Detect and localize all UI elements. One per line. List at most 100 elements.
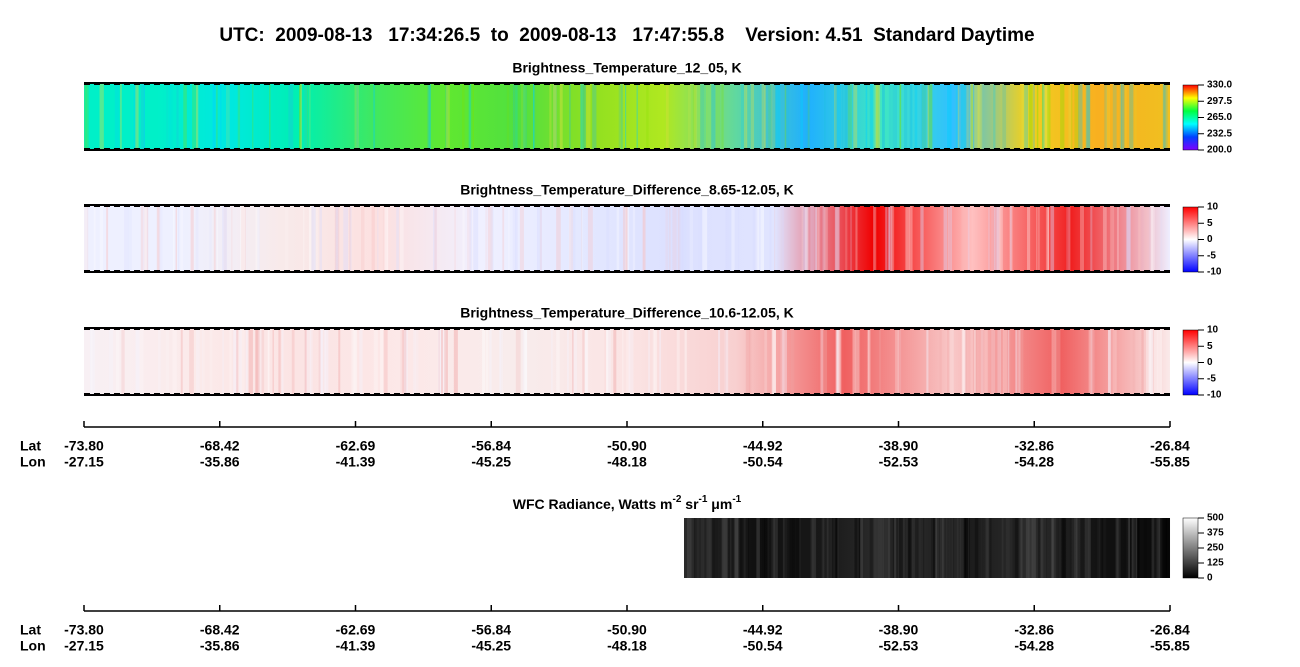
- image-streak: [928, 83, 933, 150]
- image-streak: [278, 328, 281, 395]
- image-streak: [299, 83, 302, 150]
- image-streak: [873, 83, 879, 150]
- image-streak: [241, 205, 246, 272]
- colorbar: [1182, 517, 1199, 579]
- image-streak: [1006, 328, 1012, 395]
- image-streak: [319, 205, 322, 272]
- image-streak: [500, 328, 503, 395]
- lon-tick-label: -48.18: [607, 454, 647, 470]
- lon-tick-label: -27.15: [64, 454, 104, 470]
- image-streak: [183, 83, 187, 150]
- image-streak: [887, 518, 893, 578]
- image-streak: [985, 518, 987, 578]
- image-streak: [869, 518, 873, 578]
- colorbar-tick-label: 375: [1207, 528, 1224, 539]
- colorbar-tick-label: -5: [1207, 373, 1216, 384]
- image-streak: [472, 83, 474, 150]
- image-streak: [1157, 518, 1160, 578]
- image-streak: [996, 328, 1001, 395]
- image-streak: [769, 205, 772, 272]
- image-streak: [195, 205, 199, 272]
- image-streak: [721, 518, 725, 578]
- image-streak: [835, 205, 839, 272]
- image-streak: [467, 205, 471, 272]
- image-streak: [822, 328, 828, 395]
- image-streak: [659, 328, 661, 395]
- image-streak: [1117, 518, 1121, 578]
- image-streak: [698, 205, 703, 272]
- image-streak: [239, 328, 242, 395]
- image-streak: [1018, 328, 1024, 395]
- image-streak: [896, 518, 899, 578]
- image-streak: [433, 205, 437, 272]
- image-streak: [309, 328, 313, 395]
- image-streak: [769, 518, 772, 578]
- image-streak: [572, 328, 578, 395]
- lat-tick-label: -26.84: [1150, 622, 1190, 638]
- image-streak: [1042, 518, 1048, 578]
- image-streak: [943, 205, 948, 272]
- image-streak: [873, 518, 879, 578]
- image-streak: [524, 328, 528, 395]
- lat-tick-label: -26.84: [1150, 438, 1190, 454]
- image-streak: [1022, 83, 1024, 150]
- image-streak: [1041, 83, 1044, 150]
- image-streak: [1132, 518, 1138, 578]
- image-streak: [1062, 518, 1065, 578]
- lat-tick-label: -68.42: [200, 622, 240, 638]
- image-streak: [691, 518, 697, 578]
- image-streak: [202, 328, 205, 395]
- image-streak: [1151, 518, 1154, 578]
- image-streak: [553, 83, 557, 150]
- image-streak: [888, 83, 892, 150]
- colorbar-tick-label: -5: [1207, 250, 1216, 261]
- main-title: UTC: 2009-08-13 17:34:26.5 to 2009-08-13…: [219, 25, 1034, 46]
- image-streak: [172, 205, 175, 272]
- image-streak: [920, 205, 924, 272]
- image-streak: [222, 205, 227, 272]
- colorbar-tick-label: 500: [1207, 513, 1224, 524]
- image-streak: [488, 205, 493, 272]
- image-streak: [1163, 518, 1167, 578]
- lat-tick-label: -73.80: [64, 622, 104, 638]
- image-streak: [135, 328, 140, 395]
- image-streak: [220, 83, 222, 150]
- lat-tick-label: -50.90: [607, 438, 647, 454]
- image-streak: [745, 518, 749, 578]
- image-streak: [954, 518, 959, 578]
- image-streak: [622, 328, 624, 395]
- image-streak: [905, 205, 910, 272]
- image-streak: [811, 518, 817, 578]
- image-streak: [743, 83, 748, 150]
- image-streak: [858, 518, 861, 578]
- image-streak: [1036, 205, 1038, 272]
- image-streak: [981, 518, 987, 578]
- image-streak: [353, 328, 358, 395]
- image-streak: [926, 328, 929, 395]
- image-streak: [1056, 328, 1061, 395]
- image-streak: [962, 518, 966, 578]
- image-streak: [835, 328, 841, 395]
- image-streak: [1028, 83, 1033, 150]
- image-streak: [84, 205, 89, 272]
- image-streak: [890, 518, 895, 578]
- image-streak: [85, 83, 87, 150]
- image-streak: [934, 518, 940, 578]
- image-streak: [373, 83, 376, 150]
- image-streak: [515, 205, 518, 272]
- image-streak: [1051, 328, 1057, 395]
- image-streak: [1078, 83, 1083, 150]
- image-streak: [1096, 518, 1101, 578]
- lat-tick-label: -32.86: [1014, 622, 1054, 638]
- image-streak: [583, 83, 586, 150]
- image-streak: [750, 83, 755, 150]
- lon-label: Lon: [20, 638, 46, 654]
- image-streak: [1052, 518, 1054, 578]
- image-streak: [569, 83, 571, 150]
- image-streak: [822, 205, 826, 272]
- image-streak: [106, 205, 109, 272]
- image-streak: [836, 83, 842, 150]
- image-streak: [1165, 518, 1169, 578]
- image-streak: [1091, 328, 1095, 395]
- image-streak: [718, 328, 721, 395]
